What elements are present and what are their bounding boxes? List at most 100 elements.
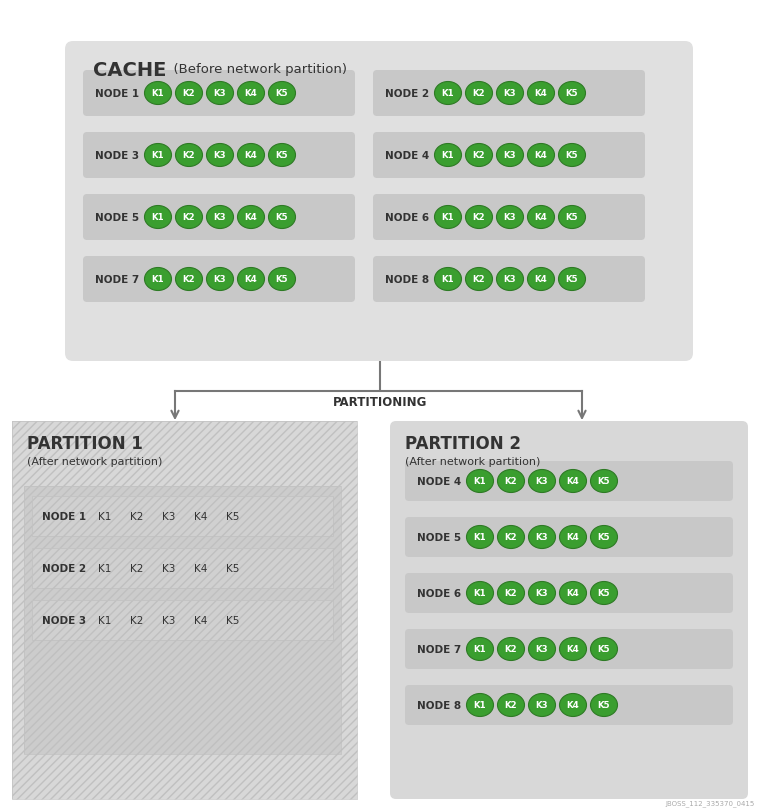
Text: K3: K3 <box>536 477 548 486</box>
Text: NODE 2: NODE 2 <box>385 89 429 99</box>
Text: K1: K1 <box>473 701 486 710</box>
Text: PARTITIONING: PARTITIONING <box>333 395 427 408</box>
Ellipse shape <box>467 693 493 717</box>
Text: K5: K5 <box>565 89 578 98</box>
Text: K1: K1 <box>473 477 486 486</box>
Ellipse shape <box>528 581 556 605</box>
Ellipse shape <box>528 637 556 661</box>
Text: K5: K5 <box>226 512 239 521</box>
Ellipse shape <box>528 693 556 717</box>
Ellipse shape <box>176 268 202 291</box>
Bar <box>24 487 341 754</box>
Text: K3: K3 <box>163 512 176 521</box>
Ellipse shape <box>435 268 461 291</box>
Text: K4: K4 <box>567 477 579 486</box>
Text: K2: K2 <box>130 616 144 625</box>
Text: K1: K1 <box>98 616 112 625</box>
Ellipse shape <box>465 268 492 291</box>
Ellipse shape <box>435 206 461 230</box>
Ellipse shape <box>207 206 233 230</box>
Text: PARTITION 1: PARTITION 1 <box>27 435 143 453</box>
Text: K4: K4 <box>534 152 547 161</box>
Text: NODE 6: NODE 6 <box>385 212 429 223</box>
Ellipse shape <box>268 83 296 105</box>
FancyBboxPatch shape <box>373 71 645 117</box>
Text: K1: K1 <box>152 213 164 222</box>
Text: K2: K2 <box>473 89 486 98</box>
Text: NODE 3: NODE 3 <box>95 151 139 161</box>
Ellipse shape <box>591 637 617 661</box>
Ellipse shape <box>527 83 555 105</box>
Ellipse shape <box>467 637 493 661</box>
Text: K2: K2 <box>473 152 486 161</box>
Ellipse shape <box>496 83 524 105</box>
Ellipse shape <box>268 144 296 167</box>
Text: K1: K1 <box>473 533 486 542</box>
Ellipse shape <box>207 144 233 167</box>
Ellipse shape <box>559 268 585 291</box>
Ellipse shape <box>559 693 587 717</box>
Ellipse shape <box>237 144 264 167</box>
Ellipse shape <box>207 268 233 291</box>
Text: K3: K3 <box>536 533 548 542</box>
Text: K4: K4 <box>245 275 258 284</box>
Text: NODE 5: NODE 5 <box>417 532 461 543</box>
Text: K2: K2 <box>505 645 518 654</box>
Ellipse shape <box>268 206 296 230</box>
Ellipse shape <box>591 581 617 605</box>
Text: K3: K3 <box>214 89 226 98</box>
Text: K1: K1 <box>152 275 164 284</box>
Text: NODE 3: NODE 3 <box>42 616 86 625</box>
Ellipse shape <box>176 83 202 105</box>
Text: K4: K4 <box>534 89 547 98</box>
Text: K4: K4 <box>567 533 579 542</box>
Ellipse shape <box>591 470 617 493</box>
Ellipse shape <box>591 526 617 549</box>
FancyBboxPatch shape <box>83 71 355 117</box>
Text: K2: K2 <box>182 213 195 222</box>
Text: K2: K2 <box>182 152 195 161</box>
Bar <box>32 600 333 640</box>
FancyBboxPatch shape <box>83 257 355 303</box>
Text: K5: K5 <box>598 589 610 598</box>
Bar <box>12 422 357 799</box>
Text: NODE 1: NODE 1 <box>95 89 139 99</box>
Text: NODE 1: NODE 1 <box>42 512 86 521</box>
Text: K2: K2 <box>182 275 195 284</box>
Ellipse shape <box>237 268 264 291</box>
Text: K5: K5 <box>598 477 610 486</box>
Bar <box>32 496 333 536</box>
FancyBboxPatch shape <box>83 195 355 241</box>
Text: K2: K2 <box>505 533 518 542</box>
Text: K2: K2 <box>505 701 518 710</box>
Text: K4: K4 <box>567 589 579 598</box>
Text: NODE 8: NODE 8 <box>385 275 429 285</box>
Bar <box>32 496 333 536</box>
FancyBboxPatch shape <box>405 685 733 725</box>
Text: K5: K5 <box>598 701 610 710</box>
Text: K2: K2 <box>182 89 195 98</box>
Ellipse shape <box>467 581 493 605</box>
Text: K1: K1 <box>442 89 454 98</box>
Ellipse shape <box>435 144 461 167</box>
Ellipse shape <box>498 470 524 493</box>
Ellipse shape <box>527 268 555 291</box>
Text: K4: K4 <box>534 213 547 222</box>
Ellipse shape <box>559 581 587 605</box>
Text: K3: K3 <box>214 275 226 284</box>
Text: K2: K2 <box>505 477 518 486</box>
Text: NODE 8: NODE 8 <box>417 700 461 710</box>
Ellipse shape <box>176 144 202 167</box>
Text: K1: K1 <box>152 152 164 161</box>
Ellipse shape <box>237 206 264 230</box>
Text: K4: K4 <box>245 213 258 222</box>
Ellipse shape <box>528 470 556 493</box>
Text: K5: K5 <box>276 275 288 284</box>
Ellipse shape <box>144 83 172 105</box>
Text: NODE 2: NODE 2 <box>42 564 86 573</box>
Ellipse shape <box>465 206 492 230</box>
Text: K1: K1 <box>442 275 454 284</box>
Ellipse shape <box>496 206 524 230</box>
FancyBboxPatch shape <box>83 133 355 178</box>
FancyBboxPatch shape <box>373 257 645 303</box>
